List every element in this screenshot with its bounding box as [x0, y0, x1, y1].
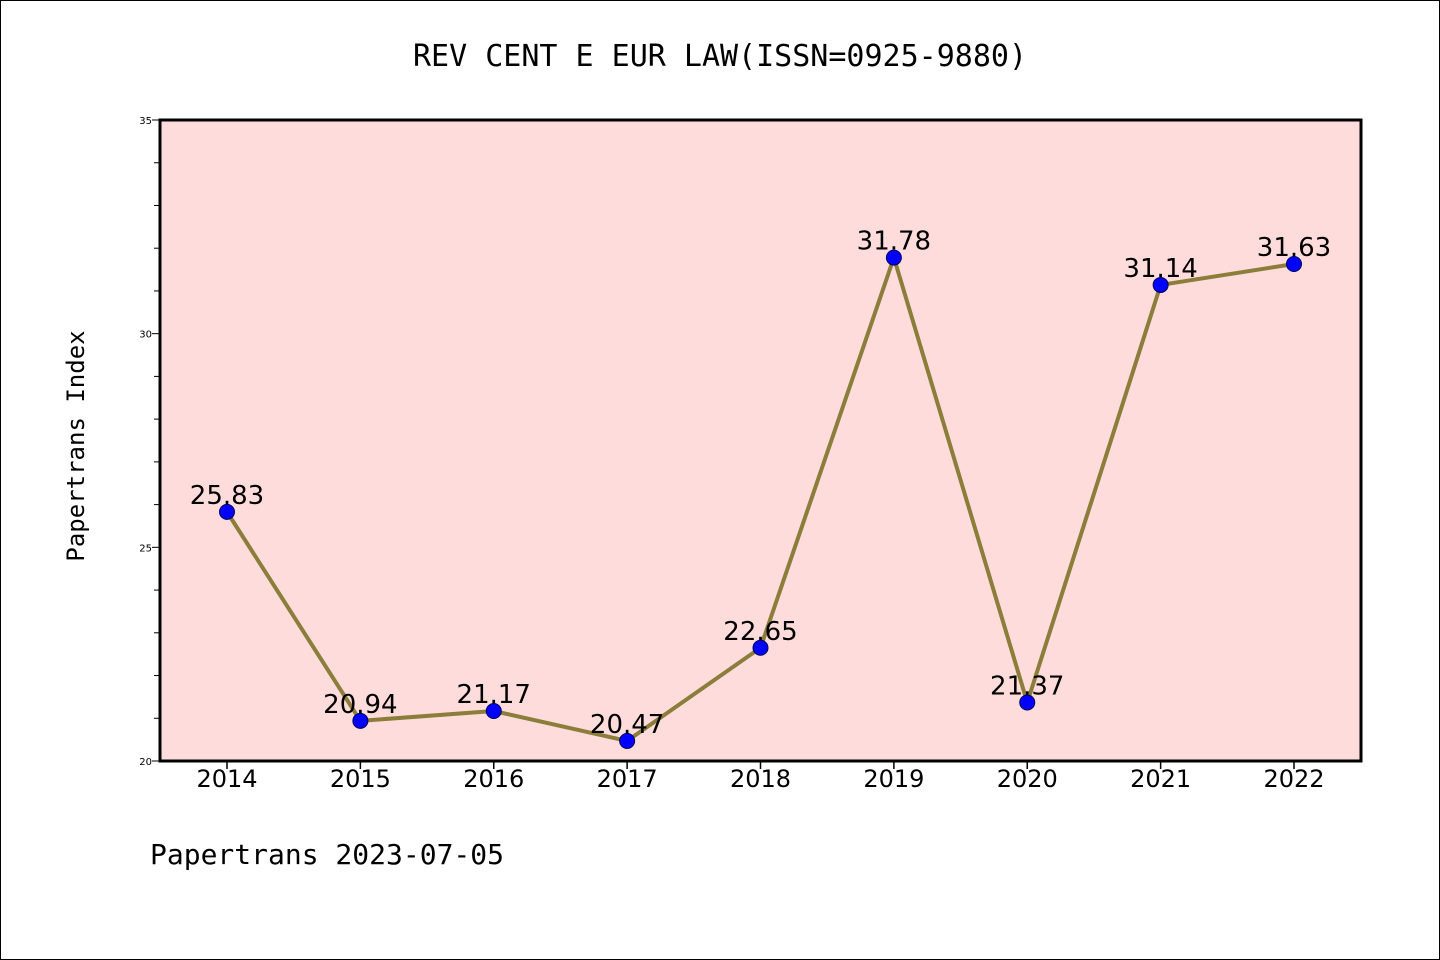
x-tick-label: 2014 [196, 765, 257, 793]
footer-text: Papertrans 2023-07-05 [150, 838, 504, 871]
data-point [485, 703, 502, 720]
x-tick-label: 2016 [463, 765, 524, 793]
x-tick-label: 2017 [597, 765, 658, 793]
y-tick-label: 35 [139, 116, 152, 127]
data-point [885, 249, 902, 266]
data-label: 20.47 [590, 710, 664, 740]
x-tick-label: 2015 [330, 765, 391, 793]
data-point [619, 732, 636, 749]
data-label: 22.65 [723, 617, 797, 647]
data-labels: 25.83 20.94 21.17 20.47 22.65 31.78 21.37 31.14… [190, 227, 1331, 740]
data-point [219, 503, 235, 520]
data-point [1152, 276, 1169, 293]
x-tick-label: 2022 [1263, 765, 1324, 793]
chart-title: REV CENT E EUR LAW(ISSN=0925-9880) [413, 39, 1027, 74]
x-tick-label: 2019 [863, 765, 924, 793]
y-axis: 20 25 30 35 [139, 116, 160, 768]
data-point [1019, 694, 1036, 711]
x-axis: 2014 2015 2016 2017 2018 2019 2020 2021 2022 [196, 761, 1325, 793]
data-point [1286, 256, 1302, 273]
y-tick-label: 30 [139, 330, 152, 341]
y-tick-label: 25 [139, 543, 152, 554]
data-markers [219, 249, 1302, 749]
data-label: 20.94 [323, 690, 397, 720]
data-label: 25.83 [190, 481, 264, 511]
x-tick-label: 2020 [997, 765, 1058, 793]
data-label: 21.37 [990, 671, 1064, 701]
x-tick-label: 2021 [1130, 765, 1191, 793]
x-tick-label: 2018 [730, 765, 791, 793]
data-label: 31.78 [857, 227, 931, 257]
data-point [352, 712, 369, 729]
y-axis-label: Papertrans Index [62, 330, 90, 561]
data-label: 21.17 [457, 680, 531, 710]
data-label: 31.63 [1257, 233, 1331, 263]
data-point [752, 639, 769, 656]
data-label: 31.14 [1123, 254, 1197, 284]
y-tick-label: 20 [139, 757, 152, 768]
plot-area [158, 118, 1363, 763]
